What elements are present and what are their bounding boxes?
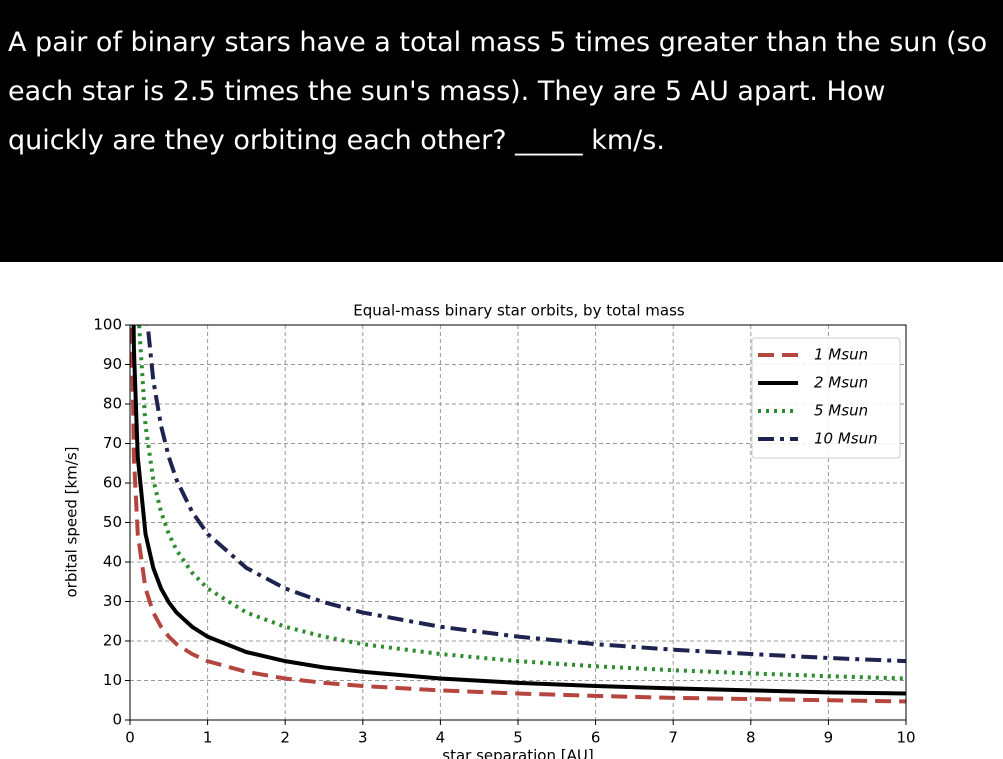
x-tick-label: 8 <box>746 729 756 747</box>
y-tick-label: 80 <box>103 395 122 413</box>
series-line <box>131 325 906 696</box>
x-tick-label: 9 <box>824 729 834 747</box>
x-tick-label: 1 <box>203 729 213 747</box>
legend-label: 1 Msun <box>814 346 868 364</box>
legend-label: 2 Msun <box>814 374 868 392</box>
y-tick-label: 70 <box>103 434 122 452</box>
chart: Equal-mass binary star orbits, by total … <box>0 262 1003 759</box>
y-tick-label: 100 <box>93 316 122 334</box>
y-axis-label: orbital speed [km/s] <box>63 447 81 598</box>
question-line: each star is 2.5 times the sun's mass). … <box>8 76 886 107</box>
x-tick-label: 5 <box>513 729 523 747</box>
plot-area <box>130 325 906 704</box>
y-tick-label: 10 <box>103 671 122 689</box>
y-tick-label: 90 <box>103 355 122 373</box>
y-tick-label: 30 <box>103 592 122 610</box>
plot-frame <box>129 324 907 721</box>
y-tick-label: 60 <box>103 474 122 492</box>
x-tick-label: 6 <box>591 729 601 747</box>
y-tick-label: 40 <box>103 553 122 571</box>
x-tick-label: 7 <box>668 729 678 747</box>
x-tick-label: 4 <box>436 729 446 747</box>
legend-box <box>751 337 901 459</box>
question-line: A pair of binary stars have a total mass… <box>8 27 988 58</box>
x-tick-label: 2 <box>280 729 290 747</box>
y-tick-label: 20 <box>103 632 122 650</box>
question: A pair of binary stars have a total mass… <box>8 18 1003 165</box>
x-axis-label: star separation [AU] <box>442 747 593 759</box>
series-line <box>130 325 906 704</box>
legend-label: 10 Msun <box>814 430 878 448</box>
y-tick-label: 50 <box>103 513 122 531</box>
series-line <box>145 325 906 664</box>
legend-label: 5 Msun <box>814 402 868 420</box>
x-tick-label: 0 <box>125 729 135 747</box>
x-tick-label: 3 <box>358 729 368 747</box>
y-tick-label: 0 <box>112 711 122 729</box>
question-line: quickly are they orbiting each other? __… <box>8 125 665 156</box>
chart-title: Equal-mass binary star orbits, by total … <box>353 302 685 320</box>
x-tick-label: 10 <box>896 729 915 747</box>
